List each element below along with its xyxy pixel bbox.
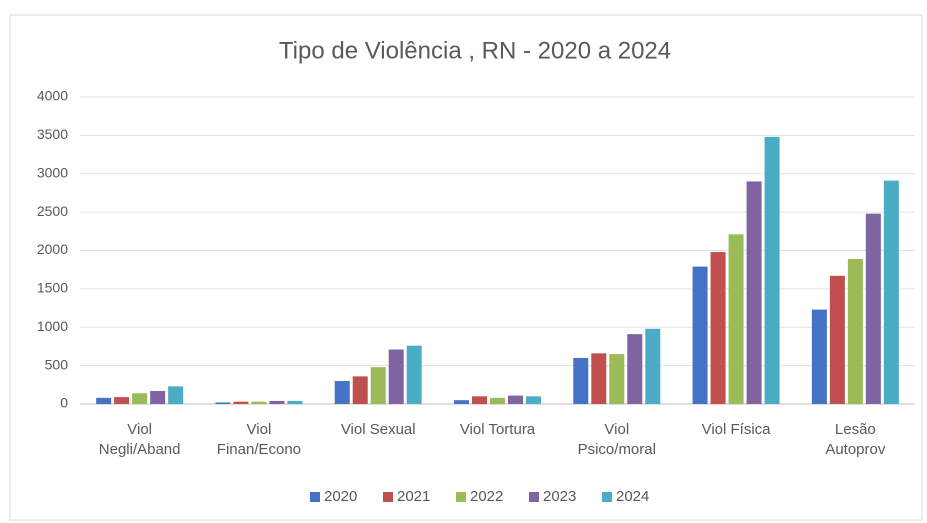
y-tick-label: 3500 [37,126,68,142]
y-tick-label: 1500 [37,280,68,296]
bar [388,349,404,404]
bar [591,353,607,404]
y-tick-label: 0 [60,395,68,411]
bar [472,396,487,404]
y-tick-label: 2000 [37,241,68,257]
bar [251,401,267,404]
legend-swatch [529,492,539,502]
bar [865,213,881,404]
legend-swatch [456,492,466,502]
bar [96,397,112,404]
bar [645,328,661,404]
bar [334,380,350,404]
bar [883,180,899,404]
bar [490,397,505,404]
bar [508,395,523,404]
bar [287,400,303,404]
legend-label: 2023 [543,488,576,505]
y-tick-label: 4000 [37,88,68,104]
x-tick-label: Viol Sexual [340,421,416,438]
x-tick-label: Viol Física [701,421,771,438]
chart-title: Tipo de Violência , RN - 2020 a 2024 [279,37,671,64]
legend-swatch [383,492,393,502]
bar [215,402,231,404]
legend-label: 2020 [324,488,357,505]
bar [829,275,845,404]
bar [609,354,625,404]
bar [454,400,469,404]
x-tick-label: Lesão Autoprov [825,421,886,458]
bar [573,357,589,404]
bar [526,396,541,404]
bar [728,234,744,404]
legend-label: 2021 [397,488,430,505]
y-tick-label: 2500 [37,203,68,219]
bar [168,386,184,404]
legend-label: 2024 [616,488,649,505]
bar [233,401,249,404]
bar [370,367,386,404]
y-tick-label: 1000 [37,318,68,334]
x-tick-label: Viol Negli/Aband [98,421,181,458]
bar [710,252,726,404]
bar [269,400,285,404]
y-tick-label: 3000 [37,164,68,180]
x-tick-label: Viol Finan/Econo [216,421,302,458]
bar [746,181,762,404]
bar [627,334,643,404]
bar [406,345,422,404]
bar [811,309,827,404]
bar [150,390,166,404]
bar [764,136,780,404]
bar [352,376,368,404]
legend-label: 2022 [470,488,503,505]
legend-swatch [310,492,320,502]
bar [692,266,708,404]
x-tick-label: Viol Tortura [459,421,536,438]
bar [132,393,148,404]
legend-swatch [602,492,612,502]
bar [847,258,863,404]
x-tick-label: Viol Psico/moral [577,421,656,458]
y-tick-label: 500 [45,356,69,372]
bar [114,397,130,404]
